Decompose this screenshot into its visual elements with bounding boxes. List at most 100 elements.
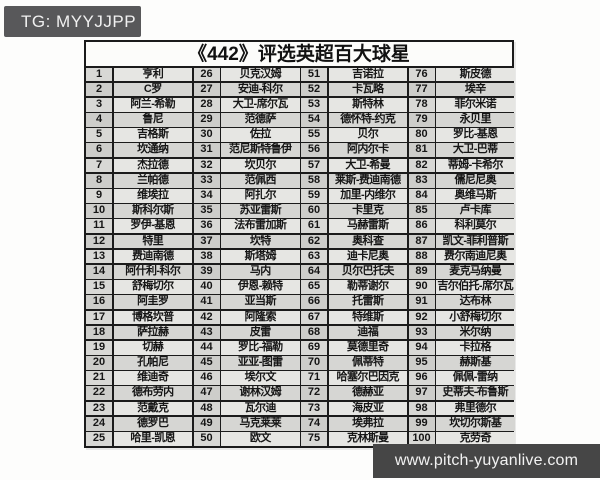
rank-cell: 77 — [408, 82, 435, 97]
rank-cell: 55 — [301, 128, 327, 142]
rank-cell: 71 — [301, 371, 327, 385]
player-name-cell: 范佩西 — [221, 173, 300, 188]
player-name-cell: 吉格斯 — [113, 128, 192, 142]
rank-cell: 63 — [301, 249, 327, 264]
rank-cell: 92 — [408, 310, 435, 325]
rank-cell: 90 — [408, 280, 435, 294]
player-name-cell: 卢卡库 — [436, 204, 515, 218]
player-name-cell: 凯文-菲利普斯 — [436, 234, 515, 249]
rank-cell: 64 — [301, 264, 327, 279]
player-name-cell: 坎贝尔 — [221, 158, 300, 173]
player-name-cell: 孔帕尼 — [113, 356, 192, 370]
ranking-grid: 1 亨利 26 贝克汉姆 51 吉诺拉 76 斯皮德 2 C罗 27 安迪-科尔 52 卡瓦略 77 埃辛 3 阿… — [86, 67, 515, 446]
player-name-cell: 莫德里奇 — [328, 340, 407, 355]
rank-cell: 65 — [301, 280, 327, 294]
rank-cell: 69 — [301, 340, 327, 355]
player-name-cell: 贝尔 — [328, 128, 407, 142]
rank-cell: 48 — [193, 401, 220, 416]
player-name-cell: 谢林汉姆 — [221, 386, 300, 401]
player-name-cell: 范尼斯特鲁伊 — [221, 143, 300, 158]
rank-cell: 81 — [408, 143, 435, 158]
rank-cell: 33 — [193, 173, 220, 188]
player-name-cell: 小舒梅切尔 — [436, 310, 515, 325]
player-name-cell: 亚当斯 — [221, 295, 300, 309]
player-name-cell: 苏亚雷斯 — [221, 204, 300, 218]
player-name-cell: 吉尔伯托-席尔瓦 — [436, 280, 515, 294]
player-name-cell: 托雷斯 — [328, 295, 407, 309]
player-name-cell: 卡里克 — [328, 204, 407, 218]
player-name-cell: 维埃拉 — [113, 189, 192, 203]
rank-cell: 99 — [408, 416, 435, 431]
rank-cell: 36 — [193, 219, 220, 234]
player-name-cell: 斯塔姆 — [221, 249, 300, 264]
player-name-cell: 哈里-凯恩 — [113, 432, 192, 446]
rank-cell: 87 — [408, 234, 435, 249]
rank-cell: 82 — [408, 158, 435, 173]
rank-cell: 29 — [193, 113, 220, 127]
player-name-cell: 哈塞尔巴因克 — [328, 371, 407, 385]
rank-cell: 8 — [86, 173, 112, 188]
player-name-cell: 阿扎尔 — [221, 189, 300, 203]
player-name-cell: 科利莫尔 — [436, 219, 515, 234]
rank-cell: 80 — [408, 128, 435, 142]
player-name-cell: 亚亚-图雷 — [221, 356, 300, 370]
rank-cell: 11 — [86, 219, 112, 234]
player-name-cell: 维迪奇 — [113, 371, 192, 385]
rank-cell: 30 — [193, 128, 220, 142]
player-name-cell: 伊恩-赖特 — [221, 280, 300, 294]
rank-cell: 88 — [408, 249, 435, 264]
player-name-cell: 大卫-席尔瓦 — [221, 97, 300, 112]
player-name-cell: 阿兰-希勒 — [113, 97, 192, 112]
ranking-table: 《442》评选英超百大球星 1 亨利 26 贝克汉姆 51 吉诺拉 76 斯皮德 2 C罗 27 安迪… — [84, 40, 515, 448]
rank-cell: 58 — [301, 173, 327, 188]
rank-cell: 91 — [408, 295, 435, 309]
player-name-cell: 贝克汉姆 — [221, 67, 300, 82]
player-name-cell: 儒尼尼奥 — [436, 173, 515, 188]
rank-cell: 47 — [193, 386, 220, 401]
player-name-cell: 范戴克 — [113, 401, 192, 416]
rank-cell: 40 — [193, 280, 220, 294]
player-name-cell: 斯科尔斯 — [113, 204, 192, 218]
player-name-cell: 埃弗拉 — [328, 416, 407, 431]
rank-cell: 17 — [86, 310, 112, 325]
rank-cell: 60 — [301, 204, 327, 218]
rank-cell: 2 — [86, 82, 112, 97]
rank-cell: 14 — [86, 264, 112, 279]
player-name-cell: 特维斯 — [328, 310, 407, 325]
rank-cell: 98 — [408, 401, 435, 416]
rank-cell: 38 — [193, 249, 220, 264]
table-title: 《442》评选英超百大球星 — [86, 42, 512, 66]
player-name-cell: 卡瓦略 — [328, 82, 407, 97]
rank-cell: 34 — [193, 189, 220, 203]
player-name-cell: 埃辛 — [436, 82, 515, 97]
rank-cell: 3 — [86, 97, 112, 112]
rank-cell: 16 — [86, 295, 112, 309]
rank-cell: 66 — [301, 295, 327, 309]
player-name-cell: 法布雷加斯 — [221, 219, 300, 234]
player-name-cell: 勒蒂谢尔 — [328, 280, 407, 294]
player-name-cell: 吉诺拉 — [328, 67, 407, 82]
player-name-cell: 德布劳内 — [113, 386, 192, 401]
rank-cell: 39 — [193, 264, 220, 279]
rank-cell: 97 — [408, 386, 435, 401]
player-name-cell: 德怀特-约克 — [328, 113, 407, 127]
rank-cell: 18 — [86, 325, 112, 340]
rank-cell: 23 — [86, 401, 112, 416]
rank-cell: 28 — [193, 97, 220, 112]
player-name-cell: 阿隆索 — [221, 310, 300, 325]
rank-cell: 44 — [193, 340, 220, 355]
player-name-cell: 奥维马斯 — [436, 189, 515, 203]
rank-cell: 42 — [193, 310, 220, 325]
player-name-cell: 加里-内维尔 — [328, 189, 407, 203]
rank-cell: 75 — [301, 432, 327, 446]
footer-url: www.pitch-yuyanlive.com — [373, 444, 600, 478]
player-name-cell: 佐拉 — [221, 128, 300, 142]
player-name-cell: 费尔南迪尼奥 — [436, 249, 515, 264]
rank-cell: 79 — [408, 113, 435, 127]
player-name-cell: 萨拉赫 — [113, 325, 192, 340]
player-name-cell: 海皮亚 — [328, 401, 407, 416]
rank-cell: 89 — [408, 264, 435, 279]
rank-cell: 22 — [86, 386, 112, 401]
player-name-cell: 斯皮德 — [436, 67, 515, 82]
rank-cell: 24 — [86, 416, 112, 431]
